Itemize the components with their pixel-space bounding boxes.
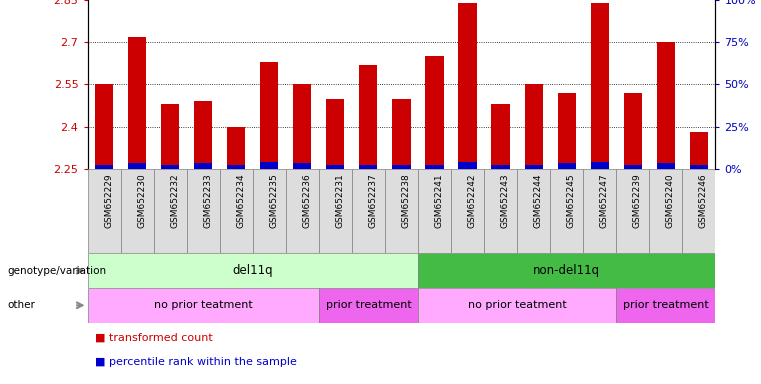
Text: non-del11q: non-del11q	[533, 264, 600, 277]
Bar	[624, 93, 642, 169]
Bar	[517, 169, 550, 253]
Bar	[88, 288, 319, 323]
Bar	[95, 165, 113, 169]
Text: GSM652241: GSM652241	[435, 173, 444, 228]
Bar	[260, 162, 279, 169]
Bar	[220, 169, 253, 253]
Bar	[293, 163, 311, 169]
Bar	[352, 169, 385, 253]
Bar	[128, 163, 146, 169]
Bar	[458, 162, 476, 169]
Bar	[154, 169, 186, 253]
Text: genotype/variation: genotype/variation	[8, 266, 107, 276]
Bar	[616, 169, 649, 253]
Bar	[418, 288, 616, 323]
Bar	[616, 288, 715, 323]
Text: GSM652242: GSM652242	[467, 173, 476, 228]
Text: GSM652238: GSM652238	[402, 173, 410, 228]
Bar	[161, 165, 179, 169]
Bar	[326, 99, 345, 169]
Text: GSM652243: GSM652243	[501, 173, 510, 228]
Bar	[326, 165, 345, 169]
Bar	[319, 169, 352, 253]
Bar	[624, 165, 642, 169]
Bar	[227, 127, 245, 169]
Bar	[253, 169, 286, 253]
Bar	[689, 132, 708, 169]
Text: GSM652237: GSM652237	[368, 173, 377, 228]
Bar	[550, 169, 583, 253]
Text: ■ transformed count: ■ transformed count	[95, 332, 213, 342]
Bar	[451, 169, 484, 253]
Text: GSM652236: GSM652236	[302, 173, 311, 228]
Bar	[591, 162, 609, 169]
Bar	[286, 169, 319, 253]
Bar	[558, 163, 576, 169]
Bar	[492, 165, 510, 169]
Text: GSM652235: GSM652235	[269, 173, 279, 228]
Text: GSM652239: GSM652239	[632, 173, 642, 228]
Bar	[88, 169, 120, 253]
Bar	[583, 169, 616, 253]
Text: GSM652229: GSM652229	[104, 173, 113, 228]
Bar	[186, 169, 220, 253]
Bar	[591, 3, 609, 169]
Bar	[458, 3, 476, 169]
Bar	[524, 165, 543, 169]
Text: GSM652234: GSM652234	[236, 173, 245, 228]
Bar	[88, 253, 418, 288]
Text: ■ percentile rank within the sample: ■ percentile rank within the sample	[95, 357, 297, 367]
Bar	[492, 104, 510, 169]
Text: GSM652247: GSM652247	[600, 173, 609, 228]
Text: no prior teatment: no prior teatment	[154, 300, 253, 310]
Bar	[425, 56, 444, 169]
Bar	[683, 169, 715, 253]
Text: GSM652233: GSM652233	[203, 173, 212, 228]
Text: other: other	[8, 300, 36, 310]
Text: GSM652232: GSM652232	[170, 173, 179, 228]
Text: del11q: del11q	[232, 264, 273, 277]
Bar	[120, 169, 154, 253]
Bar	[425, 165, 444, 169]
Bar	[385, 169, 418, 253]
Bar	[649, 169, 683, 253]
Bar	[689, 165, 708, 169]
Bar	[227, 165, 245, 169]
Bar	[260, 62, 279, 169]
Bar	[194, 101, 212, 169]
Text: GSM652246: GSM652246	[699, 173, 708, 228]
Bar	[524, 84, 543, 169]
Bar	[393, 165, 410, 169]
Bar	[484, 169, 517, 253]
Bar	[293, 84, 311, 169]
Text: GSM652244: GSM652244	[533, 173, 543, 228]
Bar	[657, 163, 675, 169]
Text: GSM652240: GSM652240	[666, 173, 675, 228]
Bar	[319, 288, 418, 323]
Bar	[359, 65, 377, 169]
Text: prior treatment: prior treatment	[623, 300, 708, 310]
Bar	[359, 165, 377, 169]
Bar	[558, 93, 576, 169]
Bar	[95, 84, 113, 169]
Text: GSM652231: GSM652231	[336, 173, 344, 228]
Bar	[393, 99, 410, 169]
Text: GSM652245: GSM652245	[567, 173, 575, 228]
Text: no prior teatment: no prior teatment	[468, 300, 566, 310]
Text: prior treatment: prior treatment	[326, 300, 411, 310]
Bar	[161, 104, 179, 169]
Bar	[657, 42, 675, 169]
Text: GSM652230: GSM652230	[137, 173, 146, 228]
Bar	[128, 36, 146, 169]
Bar	[194, 163, 212, 169]
Bar	[418, 253, 715, 288]
Bar	[418, 169, 451, 253]
